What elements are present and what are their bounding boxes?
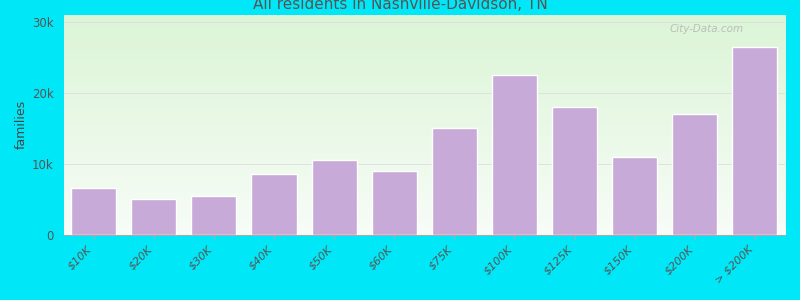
Bar bbox=[733, 47, 778, 235]
Bar bbox=[672, 114, 718, 235]
Bar bbox=[432, 128, 477, 235]
Bar bbox=[612, 157, 658, 235]
Bar bbox=[251, 174, 297, 235]
Y-axis label: families: families bbox=[15, 100, 28, 149]
Bar bbox=[552, 107, 597, 235]
Bar bbox=[131, 199, 176, 235]
Text: City-Data.com: City-Data.com bbox=[670, 24, 744, 34]
Text: All residents in Nashville-Davidson, TN: All residents in Nashville-Davidson, TN bbox=[253, 0, 547, 12]
Bar bbox=[492, 75, 537, 235]
Bar bbox=[191, 196, 237, 235]
Bar bbox=[372, 171, 417, 235]
Bar bbox=[71, 188, 116, 235]
Bar bbox=[312, 160, 357, 235]
